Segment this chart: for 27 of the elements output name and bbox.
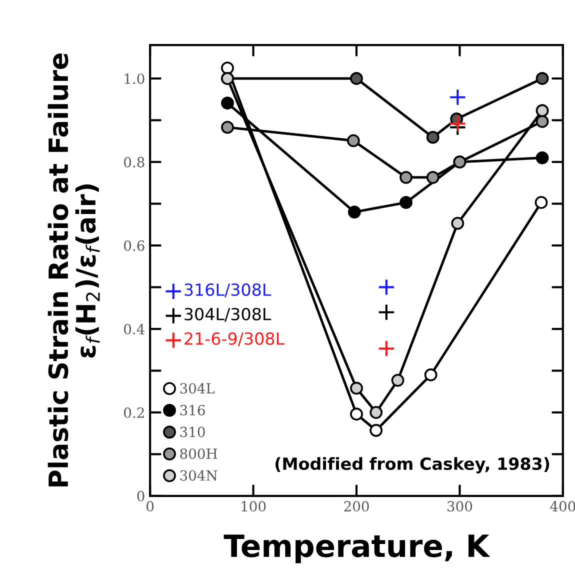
y-tick-label: 0.8 (124, 156, 144, 168)
y-tick-label: 0.4 (124, 324, 145, 334)
legend-label: 304N (180, 470, 218, 481)
legend-label: 316 (180, 404, 205, 416)
x-tick-label: 0 (146, 501, 154, 512)
legend-label: 304L (180, 383, 215, 394)
legend-label: 21-6-9/308L (184, 332, 284, 346)
y-tick-label: 0.6 (124, 240, 144, 251)
y-axis-title: Plastic Strain Ratio at Failure ε$_{f}$(H$_{2}$)/ε$_{f}$(air) (48, 53, 100, 486)
legend-label: 310 (180, 426, 205, 438)
annotation: (Modified from Caskey, 1983) (276, 457, 550, 474)
x-tick-label: 100 (242, 501, 266, 512)
x-tick-label: 400 (550, 501, 575, 512)
y-tick-label: 1.0 (124, 73, 144, 84)
y-tick-label: 0 (137, 490, 144, 502)
point (378, 340, 396, 358)
x-axis-title: Temperature, K (224, 534, 490, 564)
x-tick-label: 300 (448, 501, 472, 512)
legend-label: 316L/308L (184, 283, 272, 298)
point (378, 304, 396, 321)
legend-label: 304L/308L (184, 308, 272, 322)
y-tick-label: 0.2 (124, 407, 144, 418)
point (378, 278, 396, 296)
legend-label: 800H (180, 448, 218, 459)
x-tick-label: 200 (344, 501, 369, 512)
point (448, 88, 466, 106)
point (448, 114, 466, 132)
